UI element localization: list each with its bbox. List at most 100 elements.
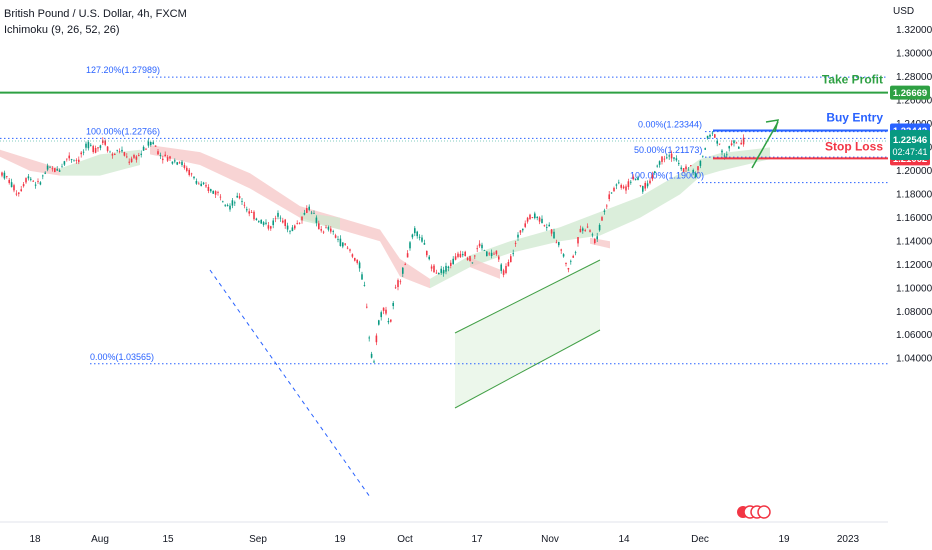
candle-body	[212, 191, 214, 194]
candle-body	[478, 243, 481, 247]
candle-body	[483, 250, 486, 251]
price-tick-label: 1.08000	[896, 307, 932, 318]
candle-body	[22, 184, 25, 187]
candle-body	[423, 243, 426, 245]
candle-body	[555, 242, 558, 244]
candle-body	[570, 260, 572, 262]
price-tick-label: 1.26000	[896, 95, 932, 106]
candle-body	[320, 229, 322, 231]
candle-body	[493, 253, 495, 255]
candle-body	[296, 223, 298, 224]
candle-body	[116, 149, 118, 151]
candle-body	[637, 177, 639, 181]
candle-body	[649, 180, 651, 184]
candle-body	[474, 255, 476, 257]
take-profit-price-tag-bg	[890, 85, 930, 100]
candle-body	[598, 225, 601, 231]
candle-body	[678, 163, 680, 165]
candle-body	[325, 227, 327, 229]
candle-body	[171, 161, 174, 164]
candle-body	[272, 220, 274, 226]
candle-body	[318, 223, 320, 230]
candle-body	[721, 150, 723, 153]
candle-body	[512, 253, 514, 255]
candle-body	[690, 165, 692, 166]
candle-body	[728, 146, 730, 149]
candle-body	[138, 155, 140, 156]
candle-body	[298, 222, 301, 224]
price-tick-label: 1.12000	[896, 260, 932, 271]
candle-body	[6, 176, 8, 177]
candle-body	[466, 257, 469, 261]
candle-body	[426, 250, 428, 256]
candle-body	[217, 192, 219, 193]
candle-body	[397, 280, 399, 287]
candle-body	[685, 166, 687, 170]
candle-body	[486, 251, 488, 257]
candle-body	[663, 158, 666, 160]
candle-body	[591, 234, 594, 236]
candle-body	[248, 211, 250, 214]
candle-body	[87, 142, 90, 149]
candle-body	[464, 251, 466, 256]
candle-body	[406, 253, 409, 258]
candle-body	[538, 217, 541, 222]
candle-body	[550, 229, 553, 234]
candle-body	[205, 185, 207, 187]
candle-body	[615, 184, 618, 186]
candle-body	[210, 189, 212, 192]
candle-body	[409, 242, 411, 249]
candle-body	[82, 151, 85, 153]
candle-body	[51, 168, 54, 170]
candle-body	[346, 247, 349, 249]
candle-body	[164, 154, 166, 157]
candle-body	[73, 160, 75, 162]
candle-body	[226, 205, 229, 207]
candle-body	[399, 281, 402, 283]
candle-body	[274, 218, 277, 220]
candle-body	[284, 219, 286, 226]
candle-body	[332, 231, 334, 232]
candle-body	[567, 268, 570, 270]
candle-body	[231, 200, 234, 206]
take-profit-price-tag: 1.26669	[893, 88, 927, 99]
candle-body	[337, 239, 339, 240]
candle-body	[147, 141, 150, 146]
candle-body	[75, 160, 78, 161]
indicator-label[interactable]: Ichimoku (9, 26, 52, 26)	[4, 24, 120, 36]
candle-body	[97, 147, 99, 149]
candle-body	[639, 185, 642, 187]
candle-body	[140, 153, 142, 155]
candle-body	[716, 140, 718, 144]
candle-body	[106, 146, 109, 151]
fib-trend-line	[209, 269, 371, 498]
candle-body	[18, 192, 20, 194]
candle-body	[183, 165, 186, 168]
time-tick-label: Sep	[249, 534, 267, 545]
candle-body	[339, 238, 342, 246]
economic-event-icons	[737, 505, 771, 519]
candle-body	[258, 221, 260, 222]
candle-body	[322, 231, 325, 233]
candle-body	[20, 189, 22, 191]
candle-body	[250, 212, 253, 213]
candle-body	[99, 145, 102, 148]
candle-body	[534, 213, 536, 219]
candle-body	[241, 201, 243, 202]
fib-level-label: 50.00%(1.21173)	[634, 145, 702, 155]
candle-body	[10, 182, 13, 188]
time-tick-label: 19	[334, 534, 346, 545]
candle-body	[526, 217, 529, 222]
candle-body	[414, 228, 416, 234]
candle-body	[565, 262, 567, 264]
candle-body	[498, 256, 500, 260]
candle-body	[471, 262, 474, 264]
candle-body	[572, 255, 574, 258]
candle-body	[44, 172, 46, 174]
take-profit-label: Take Profit	[822, 73, 883, 87]
candle-body	[610, 192, 613, 194]
candle-body	[236, 195, 238, 198]
candle-body	[658, 161, 661, 165]
